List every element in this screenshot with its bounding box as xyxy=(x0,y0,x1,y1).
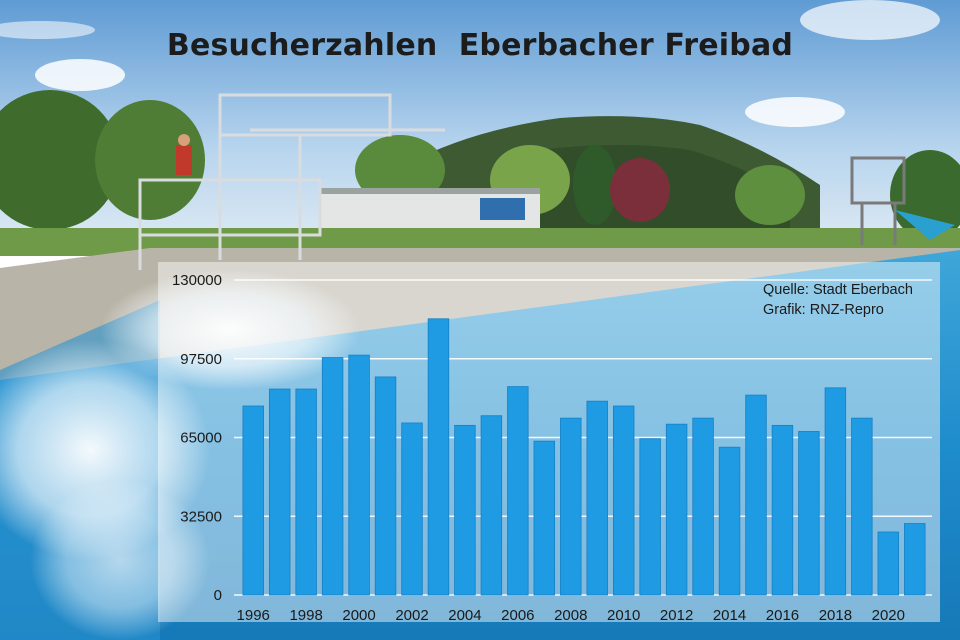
x-tick-label: 2010 xyxy=(607,607,640,624)
bar-2020 xyxy=(877,531,900,596)
bar-2021 xyxy=(904,523,926,596)
bar-1997 xyxy=(268,388,291,596)
bar-2010 xyxy=(612,405,635,596)
bar-2005 xyxy=(480,415,503,596)
bar-2001 xyxy=(374,376,397,596)
bar-2017 xyxy=(798,431,820,596)
bar-1998 xyxy=(295,388,317,596)
x-tick-label: 1996 xyxy=(237,607,270,624)
bar-1996 xyxy=(242,405,264,596)
graphic-credit: Grafik: RNZ-Repro xyxy=(763,302,884,318)
x-tick-label: 2018 xyxy=(819,607,852,624)
bar-2009 xyxy=(586,400,608,596)
x-tick-label: 2008 xyxy=(554,607,587,624)
bar-2003 xyxy=(427,318,450,596)
bar-2014 xyxy=(718,446,741,596)
bar-2006 xyxy=(507,386,529,596)
bar-2018 xyxy=(824,387,847,596)
y-tick-label: 0 xyxy=(214,587,222,604)
x-tick-label: 2012 xyxy=(660,607,693,624)
bar-2019 xyxy=(851,417,873,596)
x-tick-label: 2016 xyxy=(766,607,799,624)
bar-2007 xyxy=(533,440,556,596)
x-tick-label: 2002 xyxy=(395,607,428,624)
x-tick-label: 2004 xyxy=(448,607,481,624)
bar-2012 xyxy=(665,423,688,596)
y-tick-label: 65000 xyxy=(180,430,222,447)
x-tick-label: 2006 xyxy=(501,607,534,624)
x-tick-label: 2020 xyxy=(872,607,905,624)
source-credit: Quelle: Stadt Eberbach xyxy=(763,282,913,298)
bar-2004 xyxy=(454,424,476,596)
x-tick-label: 2014 xyxy=(713,607,746,624)
y-tick-label: 130000 xyxy=(172,272,222,289)
bar-1999 xyxy=(321,357,344,596)
y-tick-label: 32500 xyxy=(180,508,222,525)
y-tick-label: 97500 xyxy=(180,351,222,368)
x-tick-label: 1998 xyxy=(289,607,322,624)
bar-2002 xyxy=(401,422,423,596)
bar-2011 xyxy=(639,438,661,596)
bar-2016 xyxy=(771,424,794,596)
bar-2015 xyxy=(745,394,767,596)
bar-2008 xyxy=(560,417,582,596)
x-tick-label: 2000 xyxy=(342,607,375,624)
bar-2000 xyxy=(348,354,370,596)
chart-title: Besucherzahlen Eberbacher Freibad xyxy=(166,28,794,63)
bar-2013 xyxy=(692,417,714,596)
